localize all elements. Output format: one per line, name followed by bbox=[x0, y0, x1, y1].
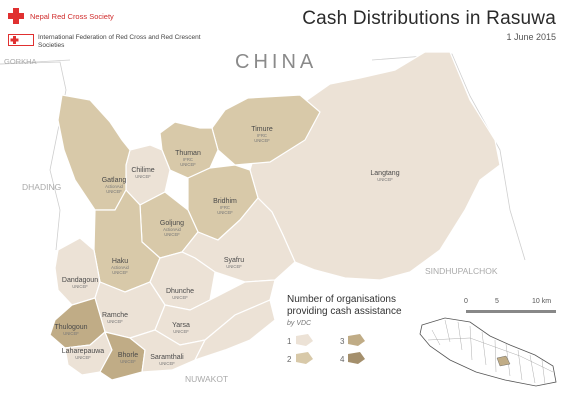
vdc-org-yarsa-0: UNICEF bbox=[173, 329, 189, 334]
vdc-org-bridhim-0: IFRC bbox=[220, 205, 230, 210]
vdc-label-gatlang: Gatlang bbox=[102, 177, 127, 184]
legend-title-line1: Number of organisations bbox=[287, 294, 396, 305]
vdc-label-thuman: Thuman bbox=[175, 150, 201, 157]
vdc-org-langtang-0: UNICEF bbox=[377, 177, 393, 182]
scale-bar-line bbox=[466, 310, 556, 313]
vdc-org-dhunche-0: UNICEF bbox=[172, 295, 188, 300]
legend-subtitle: by VDC bbox=[287, 320, 312, 327]
vdc-org-goljung-0: ActionAid bbox=[163, 227, 181, 232]
region-sindhupalchok: SINDHUPALCHOK bbox=[425, 266, 498, 276]
legend-swatch-2 bbox=[296, 352, 313, 364]
ifrc-emblem-icon bbox=[8, 34, 34, 46]
nepal-inset-map bbox=[419, 317, 557, 387]
region-china: CHINA bbox=[235, 51, 317, 73]
vdc-org-thuman-1: UNICEF bbox=[180, 162, 196, 167]
legend-level-1: 1 bbox=[287, 337, 292, 346]
vdc-label-dandagoun: Dandagoun bbox=[62, 277, 98, 284]
vdc-district-south bbox=[193, 299, 276, 362]
vdc-label-timure: Timure bbox=[251, 126, 273, 133]
vdc-org-timure-0: IFRC bbox=[257, 133, 267, 138]
vdc-label-syafru: Syafru bbox=[224, 257, 244, 264]
legend-swatch-4 bbox=[348, 352, 365, 364]
vdc-timure[interactable] bbox=[211, 94, 321, 166]
vdc-label-yarsa: Yarsa bbox=[172, 322, 190, 329]
vdc-label-chilime: Chilime bbox=[131, 167, 154, 174]
legend-level-2: 2 bbox=[287, 355, 292, 364]
vdc-org-goljung-1: UNICEF bbox=[164, 232, 180, 237]
rasuwa-locator bbox=[496, 355, 511, 367]
nepal-outline bbox=[419, 317, 557, 387]
vdc-labels: TimureIFRCUNICEFThumanIFRCUNICEFChilimeU… bbox=[54, 126, 399, 366]
vdc-org-bridhim-1: UNICEF bbox=[217, 210, 233, 215]
scale-label-5: 5 bbox=[495, 298, 499, 305]
legend-swatch-1 bbox=[296, 334, 313, 346]
ifrc-name: International Federation of Red Cross an… bbox=[38, 34, 201, 49]
legend-title-line2: providing cash assistance bbox=[287, 306, 402, 317]
vdc-label-thulogoun: Thulogoun bbox=[54, 324, 87, 331]
vdc-org-syafru-0: UNICEF bbox=[226, 264, 242, 269]
nrcs-logo-block: Nepal Red Cross Society bbox=[8, 8, 114, 24]
ifrc-logo-block: International Federation of Red Cross an… bbox=[8, 34, 208, 50]
scale-label-10: 10 km bbox=[532, 298, 552, 305]
vdc-org-haku-0: ActionAid bbox=[111, 265, 129, 270]
legend-level-3: 3 bbox=[340, 337, 345, 346]
vdc-org-saramthali-0: UNICEF bbox=[159, 361, 175, 366]
vdc-org-chilime-0: UNICEF bbox=[135, 174, 151, 179]
vdc-label-ramche: Ramche bbox=[102, 312, 128, 319]
nrcs-name: Nepal Red Cross Society bbox=[30, 11, 114, 21]
vdc-polygons bbox=[49, 51, 501, 381]
region-nuwakot: NUWAKOT bbox=[185, 374, 228, 384]
vdc-org-gatlang-0: ActionAid bbox=[105, 184, 123, 189]
vdc-label-bridhim: Bridhim bbox=[213, 198, 237, 205]
vdc-label-haku: Haku bbox=[112, 258, 128, 265]
vdc-org-ramche-0: UNICEF bbox=[107, 319, 123, 324]
map-title: Cash Distributions in Rasuwa bbox=[302, 8, 556, 29]
vdc-org-haku-1: UNICEF bbox=[112, 270, 128, 275]
vdc-org-laharepauwa-0: UNICEF bbox=[75, 355, 91, 360]
vdc-org-dandagoun-0: UNICEF bbox=[72, 284, 88, 289]
vdc-label-goljung: Goljung bbox=[160, 220, 184, 227]
vdc-org-thulogoun-0: UNICEF bbox=[63, 331, 79, 336]
region-gorkha: GORKHA bbox=[4, 57, 37, 66]
map-date: 1 June 2015 bbox=[506, 32, 556, 42]
legend: Number of organisations providing cash a… bbox=[287, 294, 402, 330]
region-dhading: DHADING bbox=[22, 182, 61, 192]
vdc-label-bhorle: Bhorle bbox=[118, 352, 138, 359]
legend-swatches bbox=[296, 334, 365, 364]
scale-label-0: 0 bbox=[464, 298, 468, 305]
legend-swatch-3 bbox=[348, 334, 365, 346]
red-cross-icon bbox=[8, 8, 24, 24]
vdc-org-bhorle-0: UNICEF bbox=[120, 359, 136, 364]
vdc-org-gatlang-1: UNICEF bbox=[106, 189, 122, 194]
vdc-label-saramthali: Saramthali bbox=[150, 354, 184, 361]
vdc-label-laharepauwa: Laharepauwa bbox=[62, 348, 105, 355]
vdc-dandagoun[interactable] bbox=[54, 237, 101, 306]
region-labels: CHINA GORKHA DHADING SINDHUPALCHOK NUWAK… bbox=[4, 51, 498, 384]
vdc-org-thuman-0: IFRC bbox=[183, 157, 193, 162]
legend-level-4: 4 bbox=[340, 355, 345, 364]
vdc-label-langtang: Langtang bbox=[370, 170, 399, 177]
vdc-label-dhunche: Dhunche bbox=[166, 288, 194, 295]
vdc-org-timure-1: UNICEF bbox=[254, 138, 270, 143]
